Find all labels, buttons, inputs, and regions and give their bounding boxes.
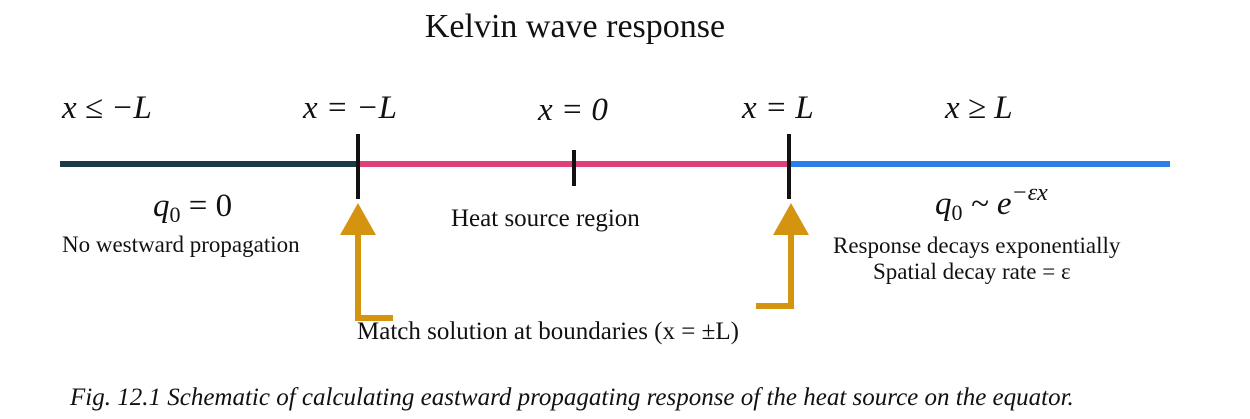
- right-q-subscript: 0: [951, 200, 963, 225]
- label-left-region: x ≤ −L: [62, 90, 152, 127]
- left-q-symbol: q: [153, 188, 170, 224]
- right-q-exponent: −εx: [1011, 180, 1048, 206]
- right-arrow-head: [773, 203, 809, 235]
- left-region-text: x ≤ −L: [62, 90, 152, 126]
- right-q-symbol: q: [935, 186, 952, 222]
- left-q-subscript: 0: [169, 202, 181, 227]
- figure-caption: Fig. 12.1 Schematic of calculating eastw…: [70, 384, 1074, 411]
- match-note: Match solution at boundaries (x = ±L): [357, 318, 739, 345]
- label-right-region: x ≥ L: [945, 90, 1013, 127]
- label-right-boundary: x = L: [742, 90, 814, 127]
- left-q-rhs: = 0: [188, 188, 233, 224]
- left-note: No westward propagation: [62, 232, 300, 257]
- left-q-equation: q0 = 0: [153, 188, 232, 228]
- right-boundary-text: x = L: [742, 90, 814, 126]
- label-left-boundary: x = −L: [303, 90, 397, 127]
- heat-source-label: Heat source region: [451, 205, 640, 232]
- right-q-relation: ~ e: [970, 186, 1012, 222]
- right-region-text: x ≥ L: [945, 90, 1013, 126]
- left-arrow-shaft: [355, 230, 393, 321]
- center-text: x = 0: [538, 92, 608, 128]
- left-arrow-head: [340, 203, 376, 235]
- left-boundary-text: x = −L: [303, 90, 398, 126]
- right-q-equation: q0 ~ e−εx: [935, 180, 1048, 226]
- diagram-title: Kelvin wave response: [424, 8, 726, 45]
- label-center: x = 0: [538, 92, 608, 129]
- right-arrow-shaft: [756, 230, 794, 309]
- right-note-2: Spatial decay rate = ε: [873, 259, 1071, 284]
- right-note-1: Response decays exponentially: [833, 233, 1121, 258]
